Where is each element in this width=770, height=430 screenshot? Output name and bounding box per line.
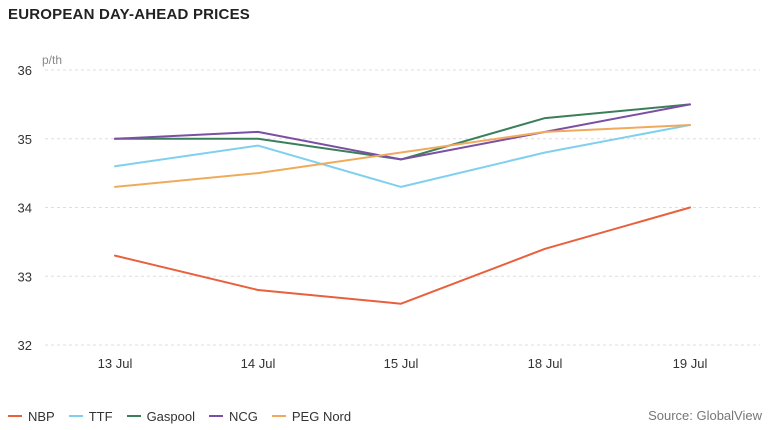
legend-item: Gaspool — [126, 408, 195, 424]
gridlines — [45, 69, 760, 346]
legend-label: NBP — [28, 408, 55, 424]
legend-item: NCG — [208, 408, 258, 424]
legend-item: NBP — [8, 409, 55, 424]
series-lines — [114, 103, 691, 305]
x-tick-label: 15 Jul — [384, 356, 419, 371]
legend-label: PEG Nord — [291, 408, 352, 424]
legend-label: TTF — [88, 408, 113, 424]
chart-title: EUROPEAN DAY-AHEAD PRICES — [8, 6, 250, 23]
y-tick-label: 36 — [18, 63, 32, 78]
series-line-ncg — [114, 103, 691, 161]
legend-label: Gaspool — [146, 408, 195, 424]
x-axis: 13 Jul 14 Jul 15 Jul 18 Jul 19 Jul — [98, 356, 708, 371]
legend: NBP TTF Gaspool NCG PEG Nord — [8, 406, 351, 426]
series-line-gaspool — [114, 103, 691, 161]
series-line-peg-nord — [114, 124, 691, 188]
legend-swatch — [208, 415, 223, 417]
y-axis-label: p/th — [42, 53, 62, 67]
series-line-ttf — [114, 124, 691, 188]
series-line-nbp — [114, 206, 691, 305]
legend-item: PEG Nord — [271, 408, 352, 424]
legend-label: NCG — [228, 408, 258, 424]
x-tick-label: 13 Jul — [98, 356, 133, 371]
x-tick-label: 18 Jul — [528, 356, 563, 371]
y-tick-label: 32 — [18, 338, 32, 353]
legend-swatch — [271, 415, 286, 417]
legend-swatch — [8, 415, 22, 417]
y-tick-label: 33 — [18, 269, 32, 284]
y-tick-label: 35 — [18, 132, 32, 147]
x-tick-label: 19 Jul — [673, 356, 708, 371]
legend-swatch — [68, 415, 83, 417]
y-axis: 32 33 34 35 36 p/th — [18, 53, 62, 353]
y-tick-label: 34 — [18, 201, 32, 216]
legend-swatch — [126, 415, 141, 417]
source-note: Source: GlobalView — [648, 408, 762, 423]
legend-item: TTF — [68, 408, 113, 424]
x-tick-label: 14 Jul — [241, 356, 276, 371]
